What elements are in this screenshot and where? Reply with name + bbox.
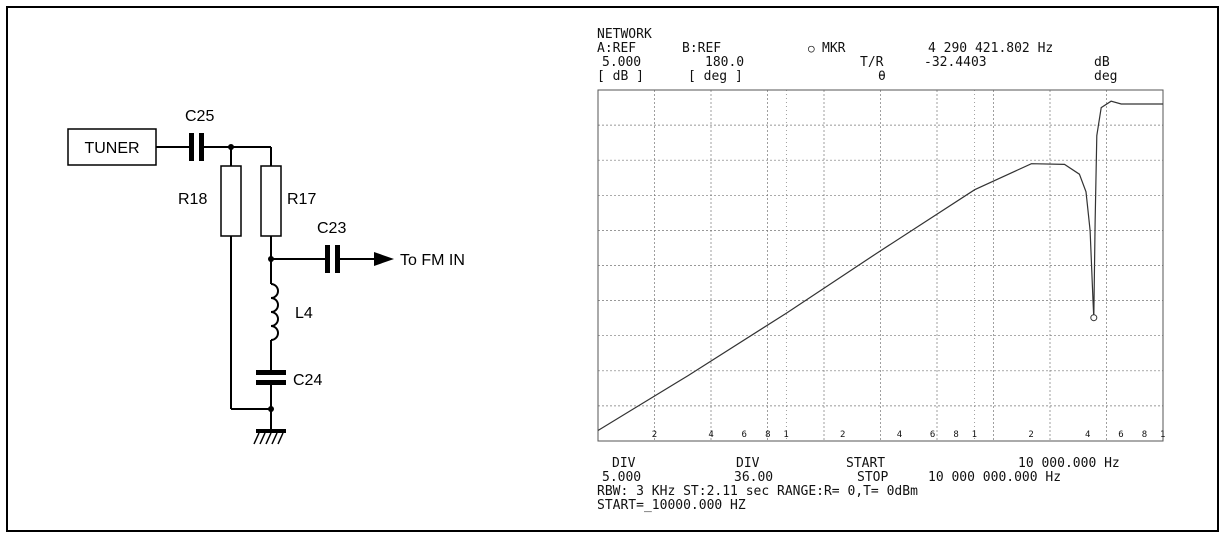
plot-border bbox=[597, 89, 1164, 442]
x-tick-label: 8 bbox=[765, 430, 770, 440]
x-tick-label: 4 bbox=[897, 430, 902, 440]
theta-label: θ bbox=[878, 69, 886, 84]
marker-label: MKR bbox=[822, 41, 846, 56]
start-freq: 10 000.000 Hz bbox=[1018, 456, 1120, 471]
plot-grid bbox=[598, 90, 1163, 441]
x-tick-labels: 2 4 6 8 1 2 4 6 8 1 2 4 6 8 1 bbox=[652, 430, 1166, 440]
start-label: START bbox=[846, 456, 885, 471]
div-b-label: DIV bbox=[736, 456, 760, 471]
stop-label: STOP bbox=[857, 470, 888, 485]
capacitor-c23-plate bbox=[335, 245, 340, 273]
x-tick-label: 2 bbox=[652, 430, 657, 440]
marker-point bbox=[1090, 314, 1098, 322]
arrow-right-icon bbox=[374, 252, 394, 266]
chb-ref-value: 180.0 bbox=[705, 55, 744, 70]
cha-unit: [ dB ] bbox=[597, 69, 644, 84]
c24-label: C24 bbox=[293, 372, 322, 389]
c25-label: C25 bbox=[185, 108, 214, 125]
ground-icon bbox=[253, 429, 286, 445]
capacitor-c24-plate bbox=[256, 380, 286, 385]
cha-ref-value: 5.000 bbox=[602, 55, 641, 70]
x-tick-label: 4 bbox=[1085, 430, 1090, 440]
chb-ref-label: B:REF bbox=[682, 41, 721, 56]
capacitor-c24-plate bbox=[256, 370, 286, 375]
x-tick-label: 4 bbox=[708, 430, 713, 440]
x-tick-label: 2 bbox=[840, 430, 845, 440]
cha-ref-label: A:REF bbox=[597, 41, 636, 56]
ratio-label: T/R bbox=[860, 55, 884, 70]
x-tick-label: 2 bbox=[1028, 430, 1033, 440]
rbw-line: RBW: 3 KHz ST:2.11 sec RANGE:R= 0,T= 0dB… bbox=[597, 484, 918, 499]
resistor-r17 bbox=[260, 165, 282, 237]
r18-label: R18 bbox=[178, 191, 207, 208]
x-tick-label: 1 bbox=[1160, 430, 1165, 440]
c23-label: C23 bbox=[317, 220, 346, 237]
marker-unit: dB bbox=[1094, 55, 1110, 70]
div-a-label: DIV bbox=[612, 456, 636, 471]
marker-freq: 4 290 421.802 Hz bbox=[928, 41, 1053, 56]
mode-label: NETWORK bbox=[597, 27, 652, 42]
response-trace bbox=[597, 100, 1163, 432]
schematic: TUNER C25 R18 R17 C23 To FM IN L4 bbox=[67, 108, 465, 445]
figure-frame bbox=[6, 6, 1219, 532]
x-tick-label: 8 bbox=[953, 430, 958, 440]
marker-value: -32.4403 bbox=[924, 55, 987, 70]
capacitor-c25-plate bbox=[189, 133, 194, 161]
tuner-box bbox=[67, 128, 157, 166]
output-label: To FM IN bbox=[400, 252, 465, 269]
junction-dot bbox=[268, 406, 274, 412]
div-b-value: 36.00 bbox=[734, 470, 773, 485]
entry-line: START=_10000.000 HZ bbox=[597, 498, 746, 513]
resistor-r18 bbox=[220, 165, 242, 237]
x-tick-label: 6 bbox=[742, 430, 747, 440]
div-a-value: 5.000 bbox=[602, 470, 641, 485]
x-tick-label: 6 bbox=[1118, 430, 1123, 440]
r17-label: R17 bbox=[287, 191, 316, 208]
marker-symbol-icon: ○ bbox=[808, 42, 815, 55]
tuner-label: TUNER bbox=[84, 140, 139, 157]
capacitor-c25-plate bbox=[199, 133, 204, 161]
inductor-l4 bbox=[270, 283, 279, 341]
capacitor-c23-plate bbox=[325, 245, 330, 273]
x-tick-label: 6 bbox=[930, 430, 935, 440]
l4-label: L4 bbox=[295, 305, 313, 322]
stop-freq: 10 000 000.000 Hz bbox=[928, 470, 1061, 485]
analyzer-screen: NETWORK A:REF B:REF ○ MKR 4 290 421.802 … bbox=[597, 27, 1165, 513]
x-tick-label: 1 bbox=[783, 430, 788, 440]
x-tick-label: 8 bbox=[1142, 430, 1147, 440]
deg-label: deg bbox=[1094, 69, 1117, 84]
x-tick-label: 1 bbox=[972, 430, 977, 440]
chb-unit: [ deg ] bbox=[688, 69, 743, 84]
